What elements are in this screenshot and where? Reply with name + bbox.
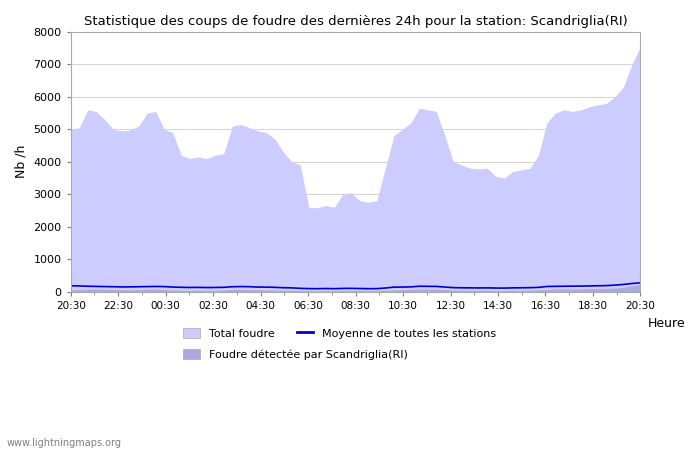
Y-axis label: Nb /h: Nb /h (15, 145, 28, 179)
Title: Statistique des coups de foudre des dernières 24h pour la station: Scandriglia(R: Statistique des coups de foudre des dern… (84, 15, 627, 28)
Text: Heure: Heure (648, 317, 685, 329)
Legend: Foudre détectée par Scandriglia(RI): Foudre détectée par Scandriglia(RI) (178, 344, 412, 364)
Text: www.lightningmaps.org: www.lightningmaps.org (7, 438, 122, 448)
